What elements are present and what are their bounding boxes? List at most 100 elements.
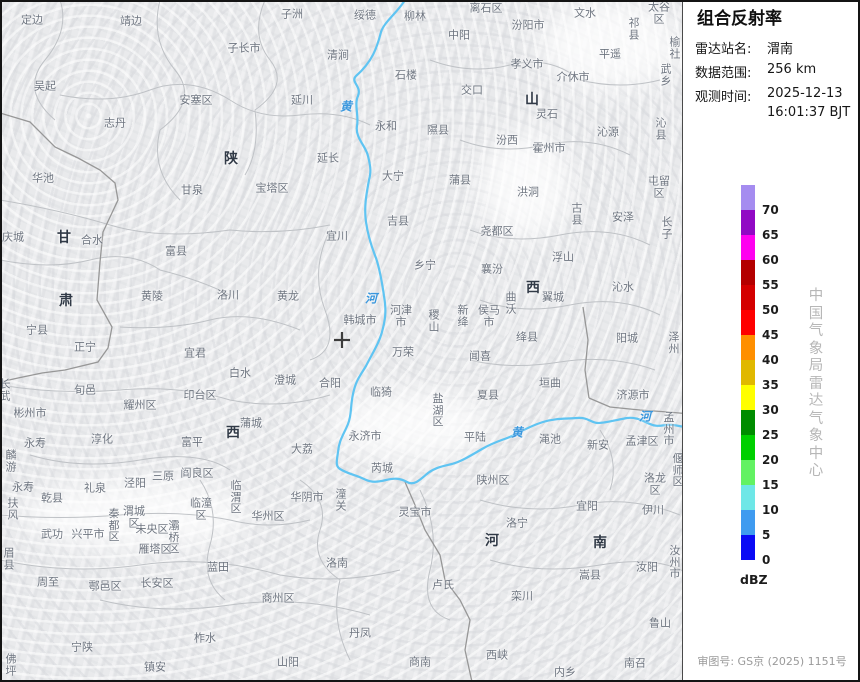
place-label: 卢氏 bbox=[432, 578, 454, 592]
time-value-date: 2025-12-13 bbox=[767, 86, 843, 101]
place-label: 武功 bbox=[41, 527, 63, 541]
place-label: 清涧 bbox=[327, 48, 349, 62]
scale-tick-label: 30 bbox=[762, 403, 779, 417]
place-label: 偃师 区 bbox=[672, 451, 683, 488]
scale-tick-label: 5 bbox=[762, 528, 771, 542]
place-label: 丹凤 bbox=[349, 626, 371, 640]
place-label: 芮城 bbox=[371, 461, 393, 475]
scale-tick-label: 0 bbox=[762, 553, 771, 567]
place-label: 西峡 bbox=[486, 648, 508, 662]
place-label: 临潼 区 bbox=[190, 496, 212, 521]
place-label: 浮山 bbox=[552, 250, 574, 264]
place-label: 武乡 bbox=[660, 62, 672, 87]
scale-segment bbox=[741, 360, 755, 385]
time-label: 观测时间: bbox=[695, 90, 752, 105]
place-label: 安泽 bbox=[612, 210, 634, 224]
place-label: 万荣 bbox=[392, 345, 414, 359]
place-label: 雁塔区 bbox=[138, 542, 172, 556]
place-label: 商南 bbox=[409, 655, 431, 669]
place-label: 绥德 bbox=[354, 8, 376, 22]
place-label: 平陆 bbox=[464, 430, 486, 444]
place-label: 临猗 bbox=[370, 385, 392, 399]
province-label: 西 bbox=[226, 425, 240, 441]
place-label: 大宁 bbox=[382, 169, 404, 183]
place-label: 鄠邑区 bbox=[88, 579, 122, 593]
place-label: 鲁山 bbox=[649, 616, 671, 630]
place-label: 白水 bbox=[229, 366, 251, 380]
place-label: 安塞区 bbox=[179, 93, 213, 107]
scale-tick-label: 20 bbox=[762, 453, 779, 467]
place-label: 洛川 bbox=[217, 288, 239, 302]
scale-tick-label: 35 bbox=[762, 378, 779, 392]
scale-segment bbox=[741, 185, 755, 210]
place-label: 太谷区 bbox=[648, 0, 670, 25]
place-label: 耀州区 bbox=[123, 398, 157, 412]
place-label: 灵宝市 bbox=[398, 505, 432, 519]
province-label: 河 bbox=[485, 533, 499, 549]
place-label: 乾县 bbox=[41, 491, 63, 505]
place-label: 洛南 bbox=[326, 556, 348, 570]
place-label: 潼 关 bbox=[335, 487, 347, 512]
place-label: 永寿 bbox=[24, 436, 46, 450]
place-label: 商州区 bbox=[261, 591, 295, 605]
place-label: 汾阳市 bbox=[511, 18, 545, 32]
province-label: 南 bbox=[593, 535, 607, 551]
place-label: 绛县 bbox=[516, 330, 538, 344]
place-label: 韩城市 bbox=[343, 313, 377, 327]
place-label: 兴平市 bbox=[71, 527, 105, 541]
basin-yuncheng bbox=[330, 390, 490, 460]
place-label: 河津 市 bbox=[390, 303, 412, 328]
place-label: 正宁 bbox=[74, 340, 96, 354]
province-label: 肃 bbox=[59, 293, 73, 309]
place-label: 内乡 bbox=[554, 665, 576, 679]
place-label: 宜君 bbox=[184, 346, 206, 360]
place-label: 周至 bbox=[37, 575, 59, 589]
place-label: 永和 bbox=[375, 119, 397, 133]
place-label: 佛 坪 bbox=[5, 652, 17, 677]
place-label: 稷 山 bbox=[428, 308, 440, 333]
scale-tick-label: 70 bbox=[762, 203, 779, 217]
place-label: 渭城 区 bbox=[123, 504, 145, 529]
scale-segment bbox=[741, 410, 755, 435]
place-label: 秦 都 区 bbox=[108, 506, 120, 543]
place-label: 定边 bbox=[21, 13, 43, 27]
scale-tick-label: 55 bbox=[762, 278, 779, 292]
place-label: 榆 社 bbox=[669, 35, 681, 60]
place-label: 夏县 bbox=[477, 388, 499, 402]
place-label: 靖边 bbox=[120, 14, 142, 28]
place-label: 新安 bbox=[587, 438, 609, 452]
scale-segment bbox=[741, 210, 755, 235]
scale-segment bbox=[741, 460, 755, 485]
place-label: 宜川 bbox=[326, 229, 348, 243]
place-label: 长 武 bbox=[0, 377, 11, 402]
scale-tick-label: 15 bbox=[762, 478, 779, 492]
place-label: 阎良区 bbox=[180, 466, 214, 480]
place-label: 泾阳 bbox=[124, 476, 146, 490]
place-label: 霍州市 bbox=[532, 141, 566, 155]
province-label: 甘 bbox=[57, 230, 71, 246]
place-label: 庆城 bbox=[2, 230, 24, 244]
info-panel: 组合反射率 雷达站名: 渭南 数据范围: 256 km 观测时间: 2025-1… bbox=[682, 0, 860, 682]
place-label: 翼城 bbox=[542, 290, 564, 304]
place-label: 志丹 bbox=[104, 116, 126, 130]
place-label: 临 渭 区 bbox=[230, 478, 242, 515]
place-label: 蓝田 bbox=[207, 560, 229, 574]
place-label: 大荔 bbox=[291, 442, 313, 456]
place-label: 蒲城 bbox=[240, 416, 262, 430]
station-value: 渭南 bbox=[767, 42, 794, 57]
place-label: 眉 县 bbox=[3, 546, 15, 571]
place-label: 孝义市 bbox=[510, 57, 544, 71]
place-label: 交口 bbox=[461, 83, 483, 97]
scale-tick-label: 50 bbox=[762, 303, 779, 317]
province-label: 山 bbox=[525, 92, 539, 108]
place-label: 麟 游 bbox=[5, 448, 17, 473]
place-label: 泽 州 bbox=[668, 330, 680, 355]
place-label: 屯留区 bbox=[648, 174, 670, 199]
range-value: 256 km bbox=[767, 62, 817, 77]
place-label: 汝阳 bbox=[636, 560, 658, 574]
place-label: 宁县 bbox=[26, 323, 48, 337]
scale-segment bbox=[741, 485, 755, 510]
place-label: 澄城 bbox=[274, 373, 296, 387]
place-label: 古 县 bbox=[571, 201, 583, 226]
river-label: 河 bbox=[364, 291, 378, 306]
